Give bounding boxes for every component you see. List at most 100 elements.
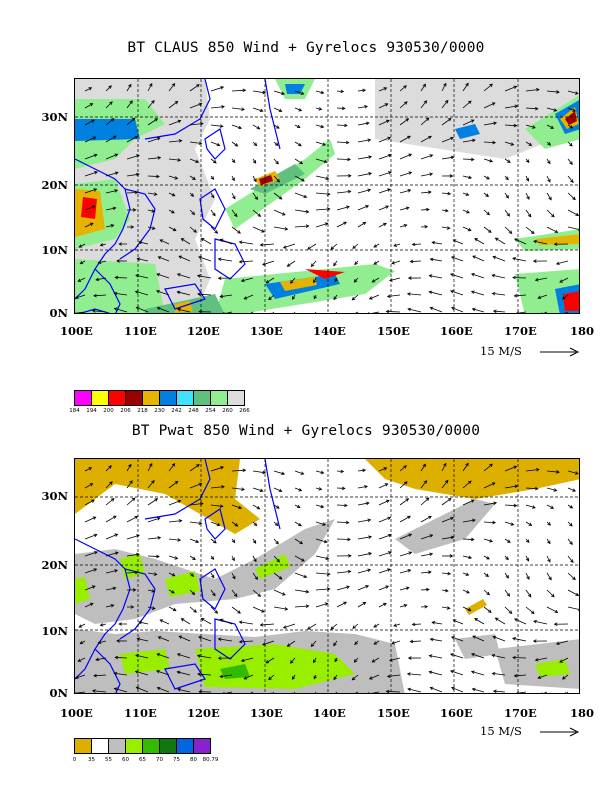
wind-arrow-head [177, 158, 182, 162]
wind-arrow [210, 124, 223, 127]
wind-arrow [239, 241, 254, 245]
cloud-shading [75, 79, 579, 313]
wind-arrow [472, 255, 485, 262]
wind-arrow [546, 158, 551, 164]
wind-arrow [189, 521, 202, 524]
wind-arrow-head [198, 102, 203, 107]
wind-arrow-head [514, 618, 518, 622]
wind-arrow [95, 277, 107, 281]
wind-arrow-head [95, 277, 100, 282]
wind-arrow [189, 464, 200, 472]
wind-arrow-head [489, 463, 493, 468]
wind-arrow [372, 657, 380, 663]
wind-arrow [231, 606, 241, 614]
wind-arrow [533, 240, 548, 245]
wind-arrow [567, 487, 576, 492]
wind-arrow-head [180, 238, 185, 242]
wind-arrow-head [268, 676, 272, 681]
wind-arrow-head [548, 576, 552, 581]
wind-arrow [495, 237, 506, 245]
wind-arrow [262, 640, 275, 646]
wind-arrow-head [368, 535, 373, 539]
wind-arrow-head [222, 311, 225, 313]
wind-arrow [307, 243, 317, 250]
wind-arrow-head [450, 155, 455, 160]
wind-arrow [432, 621, 443, 625]
wind-arrow-head [88, 467, 93, 471]
wind-arrow-head [362, 468, 367, 473]
wind-arrow [441, 83, 447, 92]
wind-arrow [250, 311, 254, 313]
wind-arrow [378, 103, 388, 109]
wind-arrow-head [365, 121, 370, 126]
wind-arrow [546, 606, 558, 613]
wind-arrow-head [345, 140, 350, 145]
wind-arrow-head [242, 468, 247, 473]
wind-arrow [189, 175, 196, 180]
wind-arrow-head [275, 160, 279, 165]
wind-arrow-head [243, 676, 248, 680]
wind-arrow-head [154, 498, 159, 502]
wind-arrow [472, 635, 485, 642]
wind-arrow-head [219, 294, 224, 299]
wind-arrow [177, 291, 191, 296]
wind-arrow-head [281, 91, 286, 96]
wind-arrow-head [491, 291, 496, 296]
panel1-lat-30n: 30N [41, 110, 68, 124]
wind-arrow [399, 101, 408, 109]
wind-arrow-head [428, 670, 433, 675]
wind-arrow [126, 571, 138, 574]
wind-arrow-head [325, 556, 330, 560]
panel2-lon-100e: 100E [60, 706, 93, 720]
wind-arrow-head [513, 123, 518, 128]
wind-arrow [432, 241, 443, 245]
wind-arrow-head [174, 176, 179, 180]
wind-arrow [420, 117, 430, 126]
wind-arrow [483, 521, 496, 524]
wind-arrow [273, 606, 288, 610]
wind-arrow-head [344, 503, 348, 508]
wind-arrow [567, 555, 574, 563]
wind-arrow [462, 119, 475, 126]
wind-arrow-head [275, 505, 280, 509]
wind-arrow-head [405, 206, 410, 210]
wind-arrow-head [407, 276, 412, 280]
wind-arrow-head [193, 229, 197, 233]
wind-arrow-head [367, 312, 370, 313]
wind-arrow-head [174, 480, 179, 485]
wind-arrow-head [485, 573, 489, 577]
wind-arrow [84, 205, 96, 211]
wind-arrow-head [128, 463, 132, 468]
wind-arrow-head [110, 224, 115, 228]
wind-arrow [493, 310, 506, 313]
wind-arrow [387, 294, 401, 297]
wind-arrow-head [468, 555, 473, 560]
wind-arrow-head [151, 480, 155, 484]
wind-arrow [137, 638, 149, 642]
wind-arrow [273, 124, 280, 129]
wind-arrow-head [405, 498, 410, 502]
wind-arrow-head [172, 607, 177, 612]
wind-arrow-head [514, 104, 519, 109]
wind-arrow [525, 209, 532, 218]
wind-arrow [357, 189, 371, 194]
wind-arrow-head [491, 273, 496, 278]
wind-arrow-head [470, 670, 475, 674]
wind-arrow [546, 504, 554, 509]
wind-arrow-head [216, 142, 221, 147]
wind-arrow-head [387, 516, 392, 521]
wind-arrow-head [547, 160, 551, 165]
wind-arrow-head [305, 209, 310, 214]
wind-arrow [567, 572, 576, 580]
wind-arrow [294, 572, 307, 578]
wind-arrow [210, 606, 218, 614]
wind-arrow-head [212, 592, 216, 597]
wind-arrow [260, 623, 275, 626]
wind-arrow [283, 623, 296, 629]
wind-arrow [483, 555, 490, 560]
wind-arrow-head [79, 260, 84, 265]
wind-arrow-head [174, 100, 179, 105]
wind-arrow-head [561, 676, 566, 680]
wind-arrow [525, 521, 532, 526]
wind-arrow-head [156, 517, 161, 521]
